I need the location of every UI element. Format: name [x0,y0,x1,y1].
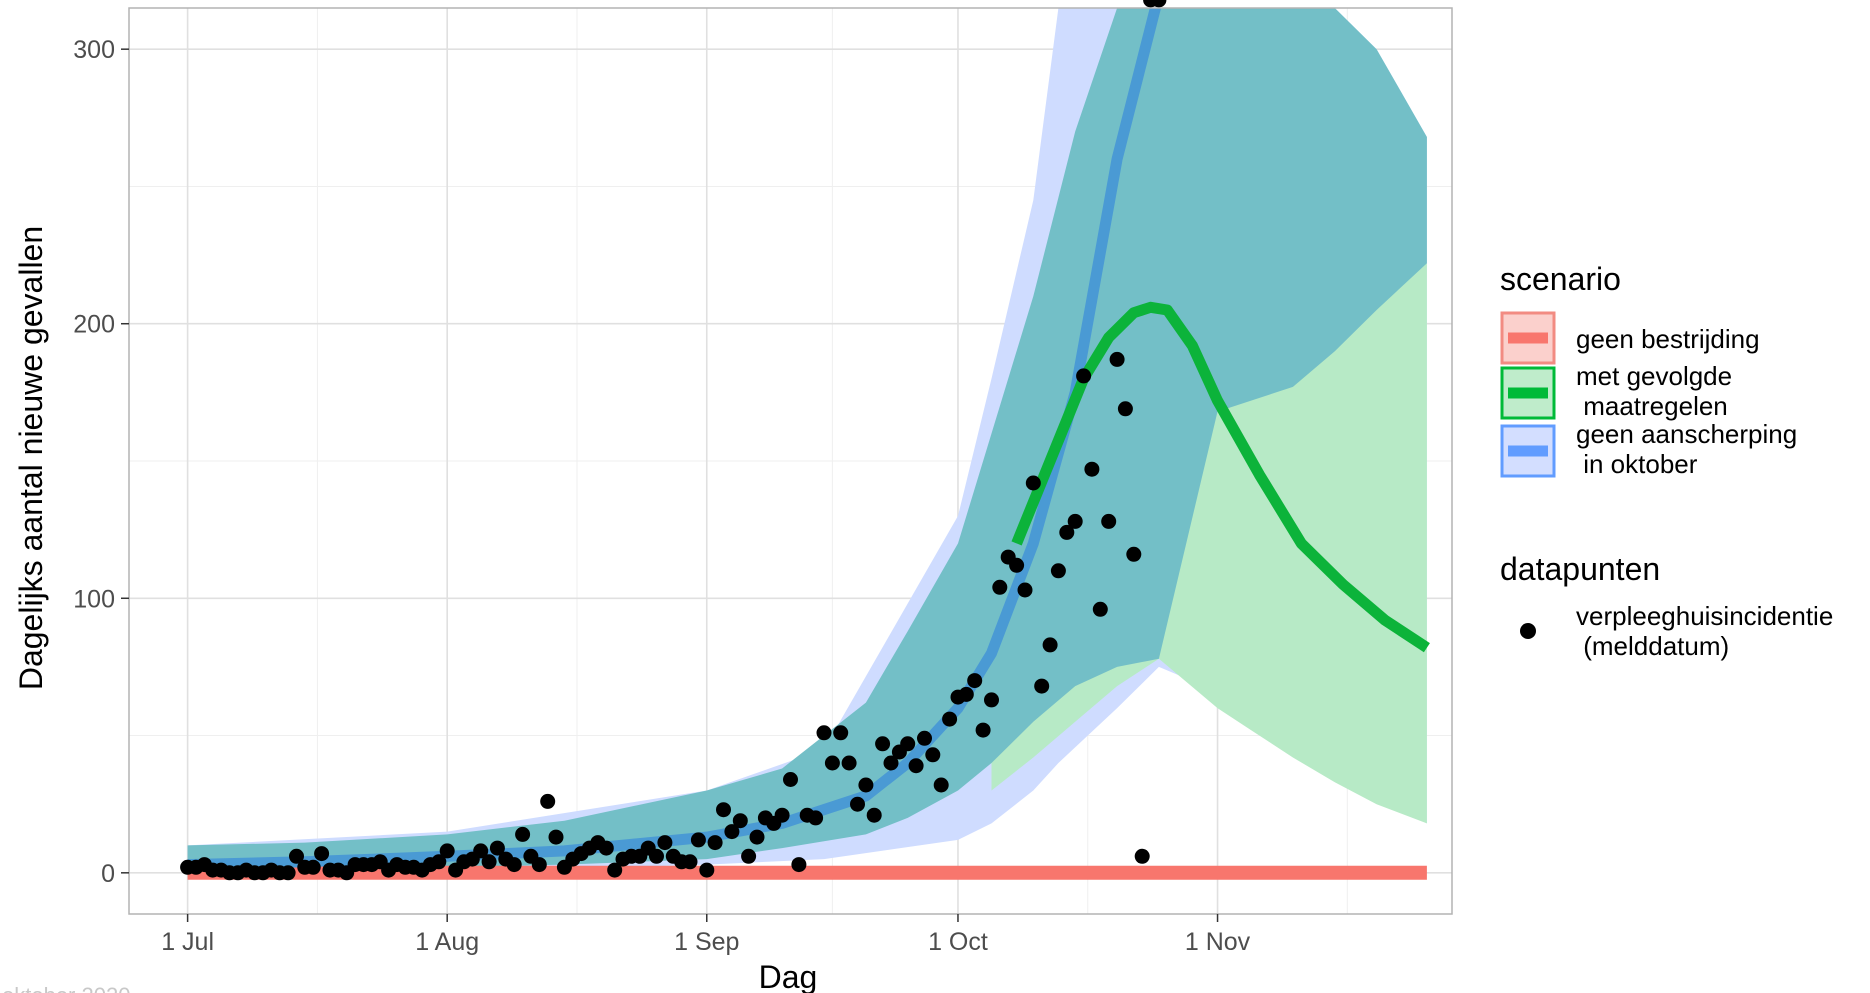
x-tick-label: 1 Nov [1185,928,1251,956]
data-point [289,848,304,864]
data-point [506,857,522,873]
ribbon-overlap-band [187,8,1427,871]
data-point [1117,401,1133,417]
data-point [1025,475,1041,491]
data-point [908,758,924,774]
legend-title-datapunten: datapunten [1500,551,1660,587]
legend-label-geen-bestrijding: geen bestrijding [1576,324,1760,354]
x-tick-label: 1 Oct [928,928,988,956]
data-point [783,772,798,787]
data-point [824,755,840,771]
data-point [1134,848,1150,864]
data-point [1042,637,1058,653]
data-point [473,843,489,859]
data-point [866,807,882,823]
x-tick-label: 1 Sep [674,928,739,956]
data-point [1050,563,1066,579]
legend-title-scenario: scenario [1500,261,1621,297]
data-point [808,810,824,826]
data-point [732,813,748,829]
data-point [967,673,983,689]
data-point [1076,368,1092,384]
data-point [548,829,564,845]
data-point [1101,513,1117,529]
legend-label-points: verpleeghuisincidentie [1576,601,1833,631]
data-point [598,840,614,856]
data-point [314,846,330,862]
data-point [1059,524,1075,540]
y-axis-ticks: 0 100 200 300 [73,36,129,888]
data-point [716,802,731,818]
data-point [657,835,673,851]
data-point [1092,601,1108,617]
y-tick-label: 200 [73,311,115,339]
legend-label-met-gevolgde-maatregelen: met gevolgde [1576,361,1732,391]
data-point [975,722,991,738]
data-point [540,793,556,809]
data-point [875,736,891,752]
caption: oktober 2020 [2,983,130,993]
data-point [690,832,706,848]
data-point [833,725,849,741]
data-point [699,862,715,878]
data-point [439,843,455,859]
data-point [917,730,932,746]
legend-label-points: (melddatum) [1576,631,1729,661]
data-point [724,824,740,840]
data-point [531,857,547,873]
x-tick-label: 1 Aug [415,928,479,956]
data-point [883,755,899,771]
panel-border [128,7,1453,915]
data-point [992,579,1008,595]
data-point [1109,351,1125,367]
legend-key-points [1520,623,1536,639]
data-point [1126,546,1142,562]
data-point [942,711,958,727]
y-tick-label: 100 [73,585,115,613]
data-point [816,725,832,741]
legend-label-geen-aanscherping: geen aanscherping [1576,419,1797,449]
data-point [515,826,531,842]
data-point [1151,0,1167,8]
data-point [1009,557,1025,573]
data-point [741,848,757,864]
data-point [1067,513,1083,529]
legend-label-met-gevolgde-maatregelen: maatregelen [1576,391,1728,421]
data-point [707,835,723,851]
data-point [900,736,916,752]
x-tick-label: 1 Jul [161,928,214,956]
y-axis-title: Dagelijks aantal nieuwe gevallen [13,226,49,690]
data-point [958,686,974,702]
y-tick-label: 0 [101,860,115,888]
data-point [774,807,790,823]
data-point [481,854,497,870]
x-axis-title: Dag [759,959,818,993]
legend: scenario geen bestrijding met gevolgde maa… [1500,261,1833,661]
data-point [682,854,698,870]
data-point [431,854,447,870]
data-point [850,796,865,812]
data-point [791,857,807,873]
data-point [1084,461,1100,477]
data-points [180,0,1167,881]
data-point [858,777,874,793]
data-point [489,840,505,856]
data-point [1017,582,1033,598]
data-point [984,692,999,708]
y-tick-label: 300 [73,36,115,64]
data-point [749,829,765,845]
x-axis-ticks: 1 Jul 1 Aug 1 Sep 1 Oct 1 Nov [161,914,1251,956]
data-point [280,865,296,881]
data-point [841,755,857,771]
legend-label-geen-aanscherping: in oktober [1576,449,1698,479]
data-point [1034,678,1050,694]
data-point [933,777,949,793]
data-point [607,862,623,878]
data-point [925,747,941,763]
data-point [305,859,321,875]
data-point [649,848,664,864]
